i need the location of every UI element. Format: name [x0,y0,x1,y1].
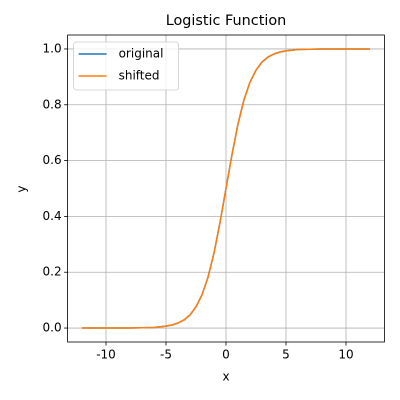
legend-label: original [119,47,164,61]
x-axis-label: x [222,370,229,384]
y-tick-label: 0.4 [43,209,62,223]
series-line [82,48,370,329]
y-axis-label: y [15,185,29,192]
chart-title: Logistic Function [166,13,287,29]
y-tick-label: 0.6 [43,153,62,167]
y-tick-label: 0.8 [43,97,62,111]
x-tick-label: -10 [96,348,116,362]
x-tick-label: -5 [160,348,172,362]
y-tick-label: 0.2 [43,265,62,279]
x-tick-label: 10 [338,348,353,362]
legend-label: shifted [119,69,160,83]
x-tick-label: 5 [282,348,290,362]
x-tick-label: 0 [222,348,230,362]
y-tick-label: 1.0 [43,41,62,55]
y-tick-label: 0.0 [43,321,62,335]
axes-frame [67,34,385,343]
